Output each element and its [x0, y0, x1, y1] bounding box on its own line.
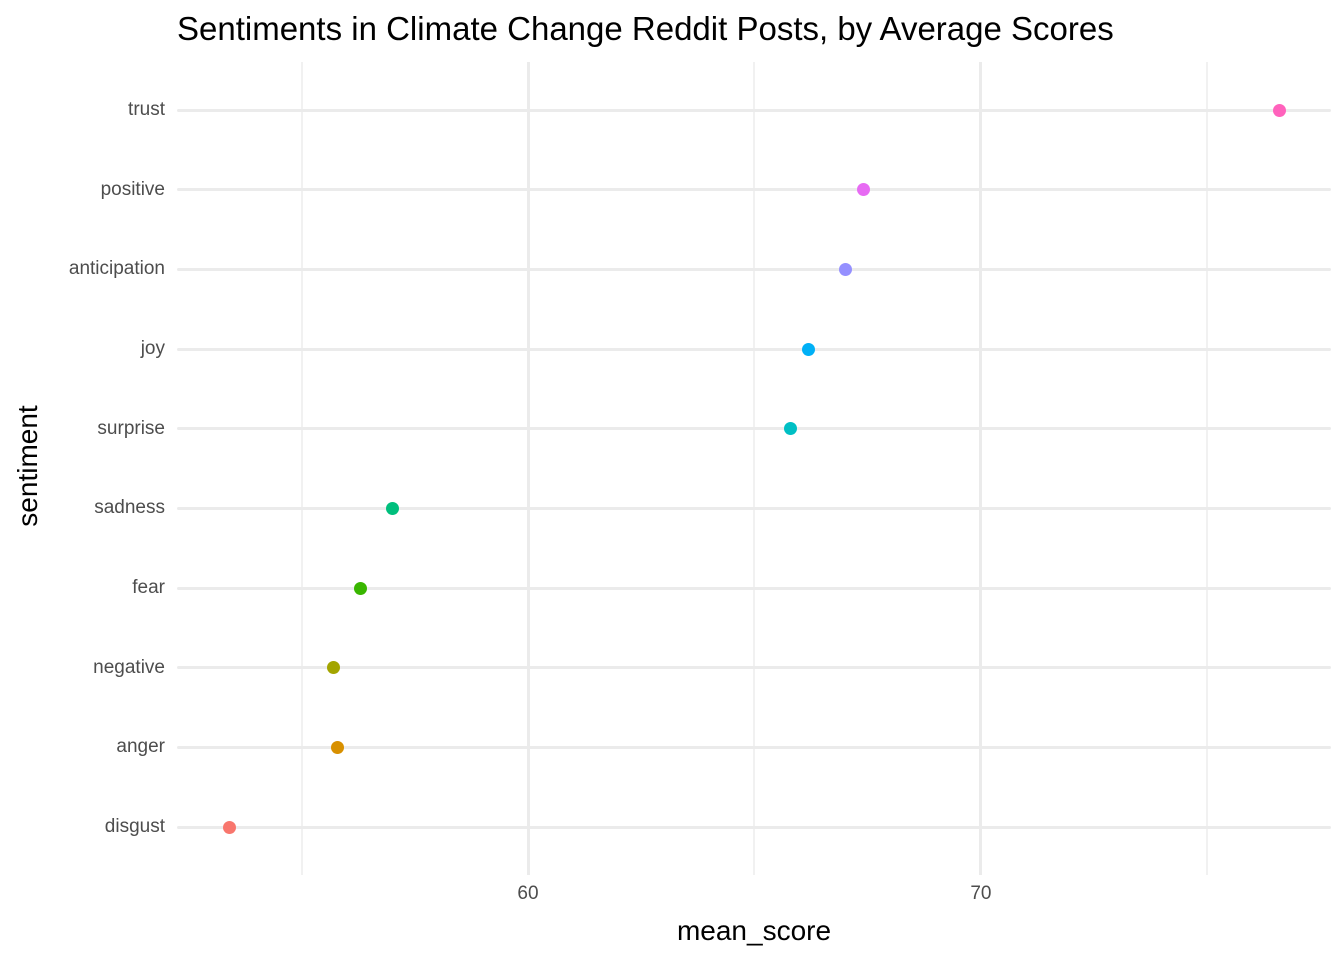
chart-title: Sentiments in Climate Change Reddit Post…: [177, 10, 1114, 47]
data-point-negative: [326, 661, 340, 675]
y-axis-label-positive: positive: [100, 178, 165, 200]
y-axis-label-anticipation: anticipation: [68, 258, 165, 280]
gridline-x-major: [526, 62, 530, 875]
y-axis-label-disgust: disgust: [104, 816, 165, 837]
y-axis-label-fear: fear: [132, 577, 165, 598]
gridline-y-fear: [177, 586, 1331, 590]
y-axis-label-surprise: surprise: [97, 417, 165, 439]
data-point-fear: [353, 581, 367, 595]
gridline-y-surprise: [177, 427, 1331, 431]
plot-panel: [177, 62, 1331, 875]
gridline-y-positive: [177, 188, 1331, 192]
data-point-trust: [1273, 103, 1287, 117]
gridline-y-trust: [177, 108, 1331, 112]
x-axis-tick-label-70: 70: [970, 883, 992, 904]
data-point-disgust: [222, 820, 236, 834]
gridline-y-anger: [177, 745, 1331, 749]
gridline-x-minor: [1206, 62, 1209, 875]
gridline-y-disgust: [177, 825, 1331, 829]
x-axis-title: mean_score: [676, 915, 832, 946]
y-axis-label-sadness: sadness: [94, 497, 165, 519]
gridline-y-negative: [177, 666, 1331, 670]
gridline-x-major: [979, 62, 983, 875]
gridline-x-minor: [300, 62, 303, 875]
y-axis-label-anger: anger: [116, 736, 165, 758]
gridline-x-minor: [753, 62, 756, 875]
data-point-joy: [802, 342, 816, 356]
data-point-positive: [856, 183, 870, 197]
data-point-sadness: [385, 501, 399, 515]
data-point-anger: [331, 740, 345, 754]
y-axis-label-joy: joy: [140, 338, 165, 359]
gridline-y-anticipation: [177, 267, 1331, 271]
data-point-anticipation: [838, 262, 852, 276]
x-axis-tick-label-60: 60: [517, 883, 539, 904]
y-axis-label-negative: negative: [93, 656, 165, 678]
gridline-y-joy: [177, 347, 1331, 351]
y-axis-label-trust: trust: [128, 99, 165, 120]
data-point-surprise: [784, 422, 798, 436]
gridline-y-sadness: [177, 506, 1331, 510]
